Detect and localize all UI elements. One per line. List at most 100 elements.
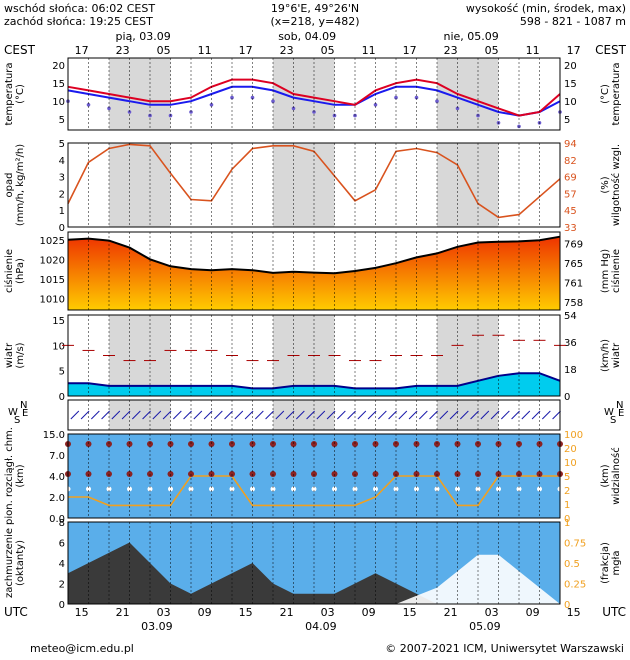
bottom-hour-label: 21	[280, 606, 294, 619]
cloudcover-tick-left: 2	[59, 580, 65, 591]
wind-direction-arrow	[541, 410, 551, 420]
cloud-base-dot	[537, 486, 542, 492]
wind-direction-arrow	[142, 410, 151, 420]
perceived-temp-dot	[209, 103, 214, 107]
visibility-tick-right: 2	[564, 486, 570, 497]
cloud-base-dot	[393, 486, 399, 492]
wind-tick-right: 18	[564, 365, 577, 376]
temp-tick-right: 5	[564, 115, 570, 126]
top-hour-label: 17	[239, 44, 253, 57]
night-band	[109, 315, 171, 396]
bottom-hour-label: 15	[403, 606, 417, 619]
temp-tick-left: 20	[52, 61, 65, 72]
wind-direction-arrow	[213, 410, 223, 420]
pressure-tick-right: 758	[564, 298, 583, 309]
wind-direction-arrow	[306, 410, 315, 420]
top-day-label: nie, 05.09	[444, 30, 499, 43]
cloud-base-dot	[434, 486, 440, 492]
wind-direction-arrow	[480, 410, 490, 420]
wind-direction-arrow	[224, 410, 233, 420]
right-axis-title: (frakcja)	[600, 542, 611, 584]
temp-tick-right: 10	[564, 97, 577, 108]
left-axis-title: (°C)	[15, 84, 26, 104]
wind-direction-arrow	[193, 410, 203, 420]
cloud-base-dot	[168, 486, 173, 492]
wind-direction-arrow	[418, 410, 428, 420]
precip-tick-left: 5	[59, 139, 65, 150]
night-band	[273, 315, 335, 396]
cloud-base-dot	[106, 486, 112, 492]
temp-tick-left: 15	[52, 79, 65, 90]
cloud-tick-left: 7.0	[49, 451, 65, 462]
bottom-hour-label: 09	[198, 606, 212, 619]
top-hour-label: 17	[567, 44, 581, 57]
perceived-temp-dot	[373, 103, 378, 107]
wind-tick-left: 10	[52, 341, 65, 352]
cloudcover-tick-left: 8	[59, 518, 65, 529]
compass-w-right: W	[604, 407, 614, 418]
wind-direction-arrow	[408, 410, 418, 420]
cloud-cover-area	[68, 542, 560, 604]
pressure-tick-left: 1020	[40, 255, 65, 266]
cloud-base-dot	[373, 486, 378, 492]
left-axis-title: (km)	[15, 464, 26, 487]
bottom-hour-label: 21	[116, 606, 130, 619]
bottom-tz-right: UTC	[602, 605, 626, 619]
visibility-tick-right: 5	[564, 472, 570, 483]
cloud-base-dot	[455, 486, 460, 492]
bottom-tz-left: UTC	[4, 605, 28, 619]
top-hour-label: 11	[198, 44, 212, 57]
dew-point-line	[67, 85, 561, 117]
wind-direction-arrow	[254, 410, 264, 420]
bottom-date-label: 03.09	[141, 620, 173, 633]
visibility-tick-right: 0	[564, 514, 570, 525]
right-axis-title: (mm Hg)	[600, 249, 611, 293]
pressure-tick-left: 1025	[40, 236, 65, 247]
right-axis-title: wilgotność wzgl.	[610, 144, 622, 226]
top-hour-label: 05	[157, 44, 171, 57]
cloud-base-dot	[516, 486, 522, 492]
pressure-tick-left: 1015	[40, 275, 65, 286]
wind-direction-arrow	[316, 410, 326, 420]
top-hour-label: 11	[362, 44, 376, 57]
fog-tick-right: 0.75	[564, 539, 586, 550]
wind-direction-arrow	[439, 410, 449, 420]
cloud-tick-left: 0.0	[49, 514, 65, 525]
night-band	[109, 400, 171, 430]
left-axis-title: (mm/h, kg/m²/h)	[15, 144, 26, 226]
wind-direction-arrow	[521, 410, 531, 420]
top-hour-label: 05	[485, 44, 499, 57]
top-tz-right: CEST	[595, 43, 627, 57]
cloud-base-dot	[229, 486, 235, 492]
top-hour-label: 11	[526, 44, 540, 57]
cloud-base-dot	[127, 486, 132, 492]
perceived-temp-dot	[250, 95, 255, 100]
bottom-date-label: 05.09	[469, 620, 501, 633]
wind-direction-arrow	[162, 410, 172, 420]
compass-s-right: S	[610, 415, 616, 426]
humidity-tick-right: 94	[564, 139, 577, 150]
temperature-line	[67, 78, 561, 117]
email-link[interactable]: meteo@icm.edu.pl	[30, 642, 134, 655]
left-axis-title: wiatr	[4, 342, 15, 368]
wind-direction-arrow	[285, 410, 295, 420]
wind-direction-arrow	[111, 410, 121, 420]
perceived-temp-dot	[291, 106, 296, 111]
compass-w-left: W	[8, 407, 18, 418]
humidity-tick-right: 45	[564, 206, 577, 217]
wind-direction-arrow	[234, 410, 244, 420]
perceived-temp-dot	[455, 106, 460, 111]
perceived-temp-dot	[230, 95, 234, 100]
left-axis-title: (hPa)	[15, 258, 26, 284]
wind-direction-arrow	[552, 410, 561, 420]
bottom-hour-label: 03	[157, 606, 171, 619]
wind-direction-arrow	[90, 410, 100, 420]
top-hour-label: 23	[444, 44, 458, 57]
visibility-line	[68, 475, 560, 507]
cloud-base-dot	[475, 486, 481, 492]
fog-tick-right: 0.25	[564, 580, 586, 591]
cloudcover-tick-left: 4	[59, 559, 65, 570]
cloud-base-dot	[291, 486, 296, 492]
precip-tick-left: 2	[59, 189, 65, 200]
